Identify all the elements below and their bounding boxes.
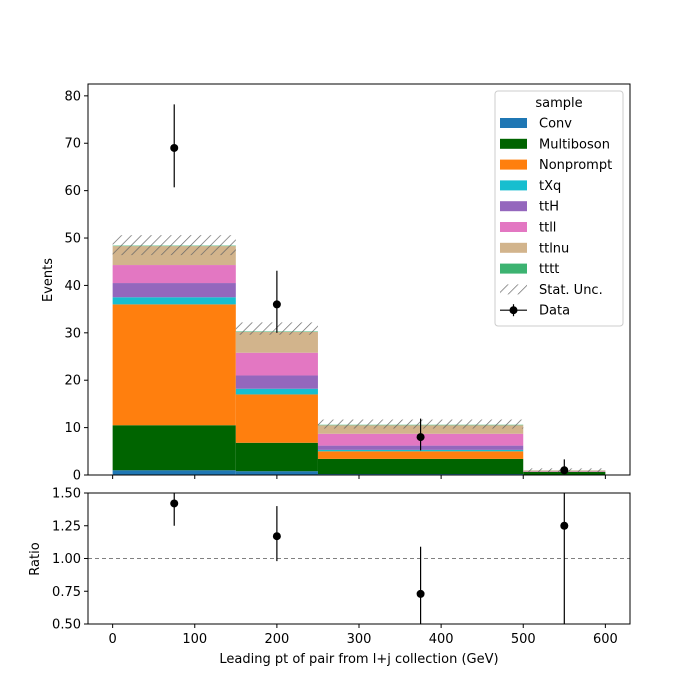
legend-label: ttlnu [539,241,569,256]
x-tick-label: 600 [593,632,618,647]
y-tick-label: 70 [64,137,81,152]
ratio-y-tick-label: 0.50 [52,618,81,633]
legend-label: Conv [539,117,572,132]
data-point [560,466,569,475]
x-tick-label: 0 [108,632,116,647]
legend-item-multiboson: Multiboson [500,137,610,152]
ratio-y-tick-label: 1.50 [52,487,81,502]
legend-swatch [500,201,527,212]
legend-swatch [500,138,527,149]
x-tick-label: 500 [511,632,536,647]
legend-swatch [500,118,527,128]
bar-ttll-bin-0 [112,265,236,284]
data-point [272,300,281,309]
legend-item-txq: tXq [500,179,561,194]
y-tick-label: 0 [73,469,81,484]
legend-label: Multiboson [539,137,610,152]
ratio-point [170,499,179,508]
main-y-ticks: 0 10 20 30 40 50 60 70 80 [64,89,88,484]
legend-label: ttll [539,221,556,236]
ratio-y-ticks: 0.50 0.75 1.00 1.25 1.50 [52,487,88,633]
bar-nonprompt-bin-1 [235,394,318,443]
x-tick-label: 200 [264,632,289,647]
bar-txq-bin-2 [317,449,524,452]
legend-label: Data [539,304,570,319]
bar-nonprompt-bin-0 [112,304,236,426]
legend-item-tttt: tttt [500,262,559,277]
legend-item-ttlnu: ttlnu [500,241,569,256]
bar-tth-bin-0 [112,283,236,298]
legend-swatch [500,242,527,253]
legend-swatch [500,263,527,274]
bar-ttll-bin-1 [235,352,318,376]
legend-item-tth: ttH [500,200,559,215]
ratio-points [170,493,569,624]
data-points [170,104,569,475]
bar-tth-bin-1 [235,375,318,389]
legend-item-ttll: ttll [500,221,556,236]
y-tick-label: 10 [64,421,81,436]
ratio-y-tick-label: 1.25 [52,519,81,534]
ratio-plot-frame [87,492,631,625]
x-tick-label: 300 [347,632,372,647]
ratio-point [560,521,569,530]
x-axis-label: Leading pt of pair from l+j collection (… [219,652,498,667]
ratio-y-tick-label: 0.75 [52,585,81,600]
legend: sample Conv Multiboson Nonprompt tXq ttH ttll… [494,90,624,327]
legend-swatch [500,159,527,170]
y-tick-label: 30 [64,326,81,341]
legend-swatch [500,222,527,232]
bar-multiboson-bin-2 [317,458,524,475]
bar-conv-bin-1 [235,471,318,475]
ratio-y-tick-label: 1.00 [52,552,81,567]
stat-unc-band-bin-0 [112,235,236,256]
bar-ttlnu-bin-1 [235,331,318,353]
legend-item-conv: Conv [500,117,572,132]
ratio-plot: 0.50 0.75 1.00 1.25 1.50 0 100 200 300 400 500 600… [28,487,631,667]
ratio-point [272,532,281,541]
y-tick-label: 20 [64,374,81,389]
y-tick-label: 80 [64,89,81,104]
legend-label: Nonprompt [539,158,612,173]
x-tick-label: 100 [182,632,207,647]
ratio-x-ticks: 0 100 200 300 400 500 600 [108,624,618,647]
data-point [416,433,425,442]
bar-txq-bin-1 [235,388,318,395]
bar-multiboson-bin-0 [112,425,236,471]
legend-label: ttH [539,200,559,215]
legend-marker [509,306,518,315]
bar-conv-bin-0 [112,470,236,475]
legend-label: tXq [539,179,561,194]
legend-item-stat-unc-: Stat. Unc. [500,283,603,298]
bar-multiboson-bin-1 [235,442,318,472]
x-tick-label: 400 [429,632,454,647]
main-x-ticks [112,475,606,479]
legend-item-nonprompt: Nonprompt [500,158,612,173]
main-y-axis-label: Events [41,258,56,302]
ratio-y-axis-label: Ratio [28,542,43,575]
bar-txq-bin-0 [112,297,236,305]
data-point [170,143,179,152]
legend-swatch [500,284,527,295]
legend-title: sample [535,96,582,111]
legend-swatch [500,180,527,191]
legend-label: Stat. Unc. [539,283,603,298]
y-tick-label: 40 [64,279,81,294]
y-tick-label: 50 [64,232,81,247]
legend-label: tttt [539,262,559,277]
legend-item-data: Data [500,304,570,319]
y-tick-label: 60 [64,184,81,199]
bar-nonprompt-bin-2 [317,451,524,459]
main-plot: 0 10 20 30 40 50 60 70 80 Events [41,83,631,484]
ratio-point [416,589,425,598]
